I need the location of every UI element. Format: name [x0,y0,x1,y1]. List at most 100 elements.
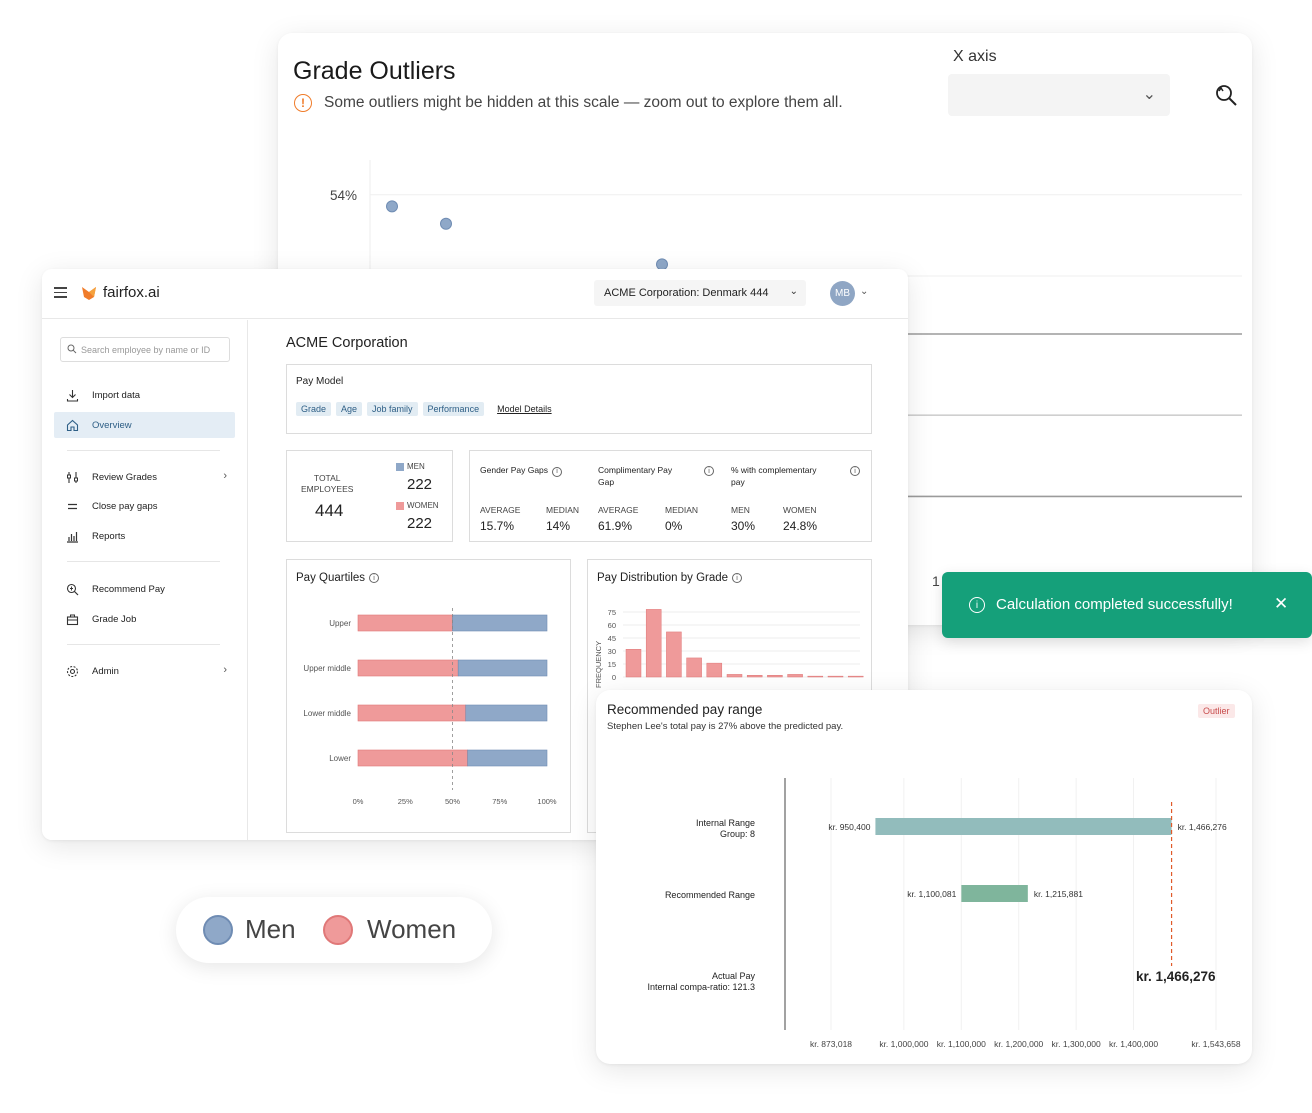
distribution-bar [666,631,682,678]
women-legend-label: Women [367,914,457,944]
search-placeholder: Search employee by name or ID [81,345,211,355]
sidebar-item-label: Grade Job [92,613,137,625]
pay-model-chips: Grade Age Job family Performance Model D… [296,402,552,416]
cpg-median-value: 0% [665,519,683,533]
quartile-bar-men [465,704,548,722]
pct-title-line2: pay [731,477,745,487]
quartile-label: Upper [329,619,351,628]
pct-complementary-title: % with complementary pay [731,464,846,488]
distribution-bar [767,675,783,678]
x-tick-label: kr. 1,300,000 [1052,1039,1101,1049]
total-label-line1: TOTAL [313,473,341,483]
men-swatch [396,462,404,471]
outlier-badge: Outlier [1198,704,1235,718]
women-label: WOMEN [407,501,439,510]
total-label-line2: EMPLOYEES [301,484,354,494]
gender-pay-gaps-title-text: Gender Pay Gaps [480,465,549,475]
x-tick-label: 0% [353,797,364,806]
chip-performance[interactable]: Performance [422,402,485,416]
x-tick-label: kr. 1,100,000 [937,1039,986,1049]
cpg-average-value: 61.9% [598,519,633,533]
quartile-bar-men [467,749,548,767]
distribution-bar [726,674,743,678]
divider [67,450,220,451]
menu-icon[interactable] [54,287,67,298]
top-bar: fairfox.ai ACME Corporation: Denmark 444… [42,269,908,319]
quartile-bar-women [357,614,453,632]
sidebar-item-import[interactable]: Import data [54,382,235,408]
pay-quartiles-title: Pay Quartiles i [296,572,380,584]
range-bar [961,885,1028,902]
x-tick-label: kr. 1,543,658 [1191,1039,1240,1049]
gender-legend: Men Women [176,897,492,963]
pay-distribution-title-text: Pay Distribution by Grade [597,572,729,584]
organization-select[interactable]: ACME Corporation: Denmark 444 ⌄ [594,280,806,306]
info-icon[interactable]: i [850,466,860,476]
brand-name: fairfox.ai [103,283,160,301]
info-icon: i [969,597,985,613]
distribution-bar [645,609,662,678]
sidebar-item-reports[interactable]: Reports [54,523,235,549]
complimentary-pay-gap-title: Complimentary Pay Gap [598,464,713,488]
y-tick-label: 15 [608,660,616,669]
women-swatch [396,501,404,510]
distribution-bar [746,675,763,678]
logo: fairfox.ai [80,283,160,301]
quartile-bar-men [457,659,548,677]
model-details-link[interactable]: Model Details [497,404,552,414]
sidebar-item-recommend-pay[interactable]: Recommend Pay [54,576,235,602]
women-count: 222 [407,515,433,532]
distribution-bar [787,674,803,678]
x-axis-select[interactable]: ⌄ [948,74,1170,116]
quartile-label: Upper middle [303,664,351,673]
info-icon[interactable]: i [704,466,714,476]
info-icon[interactable]: i [552,467,563,477]
range-low-label: kr. 1,100,081 [907,889,956,899]
pct-women-label: WOMEN [783,505,817,515]
toast-message: Calculation completed successfully! [996,596,1233,613]
warning-text: Some outliers might be hidden at this sc… [324,94,843,111]
sidebar-item-overview[interactable]: Overview [54,412,235,438]
scatter-point-men [440,217,452,230]
pct-men-label: MEN [731,505,750,515]
gpg-average-label: AVERAGE [480,505,521,515]
range-low-label: kr. 950,400 [828,822,870,832]
recommended-subtitle: Stephen Lee's total pay is 27% above the… [607,721,844,732]
pay-gaps-panel: Gender Pay Gaps i Complimentary Pay Gap i… [469,450,872,542]
sliders-icon [67,472,78,483]
chip-age[interactable]: Age [336,402,363,416]
info-icon[interactable]: i [732,573,743,583]
pct-title-line1: % with complementary [731,465,817,475]
sidebar-item-review-grades[interactable]: Review Grades › [54,464,235,490]
info-icon[interactable]: i [369,573,380,583]
sidebar-item-admin[interactable]: Admin › [54,658,235,684]
chevron-down-icon[interactable]: ⌄ [860,286,869,297]
zoom-reset-icon[interactable] [1214,83,1238,107]
pay-distribution-chart: 75 60 45 30 15 0 FREQUENCY [594,608,864,688]
distribution-bar [807,675,824,678]
page-title: ACME Corporation [286,335,408,351]
avatar[interactable]: MB [830,281,855,306]
quartile-bar-women [357,749,468,767]
chip-grade[interactable]: Grade [296,402,332,416]
x-tick-label: 25% [398,797,413,806]
actual-pay-label: kr. 1,466,276 [1136,969,1216,984]
men-count: 222 [407,476,433,493]
close-icon[interactable]: ✕ [1274,594,1289,613]
pay-distribution-title: Pay Distribution by Grade i [597,572,743,584]
men-legend-dot [203,915,233,945]
sidebar-item-close-pay-gaps[interactable]: Close pay gaps [54,493,235,519]
chip-job-family[interactable]: Job family [367,402,418,416]
gpg-median-value: 14% [546,519,571,533]
scatter-point-men [386,200,398,213]
search-input[interactable]: Search employee by name or ID [60,337,230,362]
women-legend-dot [323,915,353,945]
sidebar-item-label: Close pay gaps [92,500,158,512]
total-employees-label: TOTAL EMPLOYEES [301,473,353,495]
quartile-bar-women [357,659,459,677]
equals-icon [68,503,77,510]
sidebar-item-grade-job[interactable]: Grade Job [54,606,235,632]
quartile-label: Lower middle [303,709,351,718]
quartile-bar-men [452,614,548,632]
range-category-sublabel: Group: 8 [720,829,755,839]
